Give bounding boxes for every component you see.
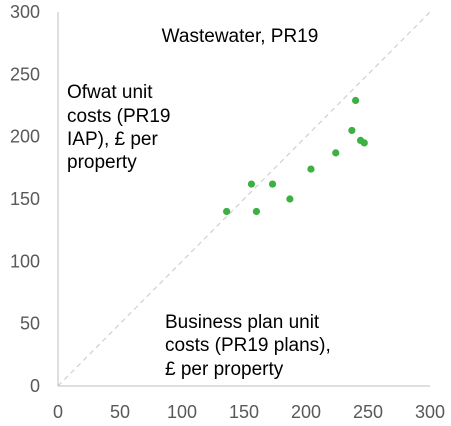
data-point [247, 180, 256, 188]
data-point [332, 149, 340, 157]
x-tick-label: 300 [415, 402, 445, 422]
x-axis-label-line-3: £ per property [165, 359, 284, 380]
x-tick-label: 0 [53, 402, 63, 422]
axes [57, 12, 430, 387]
data-point [352, 96, 360, 105]
y-axis-label-line-2: costs (PR19 [67, 106, 170, 127]
data-point [286, 195, 294, 203]
y-tick-label: 250 [10, 64, 40, 84]
data-point [348, 126, 356, 135]
data-point [360, 139, 368, 147]
x-tick-label: 200 [291, 402, 321, 422]
y-tick-label: 0 [30, 376, 40, 396]
data-point [223, 207, 231, 216]
reference-line-layer [57, 11, 431, 387]
chart-title: Wastewater, PR19 [162, 26, 319, 47]
diagonal-reference-line [57, 11, 431, 387]
x-tick-label: 150 [229, 402, 259, 422]
y-tick-label: 150 [10, 189, 40, 209]
x-tick-labels: 0 50 100 150 200 250 300 [53, 402, 445, 422]
y-tick-label: 100 [10, 251, 40, 271]
x-tick-label: 50 [110, 402, 130, 422]
y-axis-label-line-3: IAP), £ per [67, 129, 158, 150]
x-tick-label: 250 [353, 402, 383, 422]
data-point [252, 207, 260, 216]
x-tick-label: 100 [167, 402, 197, 422]
y-tick-labels: 0 50 100 150 200 250 300 [10, 2, 40, 396]
x-axis-label-line-1: Business plan unit [165, 312, 320, 333]
data-points [223, 96, 368, 216]
y-axis-label-line-4: property [67, 152, 137, 173]
y-tick-label: 200 [10, 127, 40, 147]
y-tick-label: 50 [20, 314, 40, 334]
x-axis-label-line-2: costs (PR19 plans), [165, 335, 331, 356]
y-tick-label: 300 [10, 2, 40, 22]
data-point [307, 165, 315, 173]
data-point [268, 180, 277, 188]
y-axis-label-line-1: Ofwat unit [67, 82, 153, 103]
